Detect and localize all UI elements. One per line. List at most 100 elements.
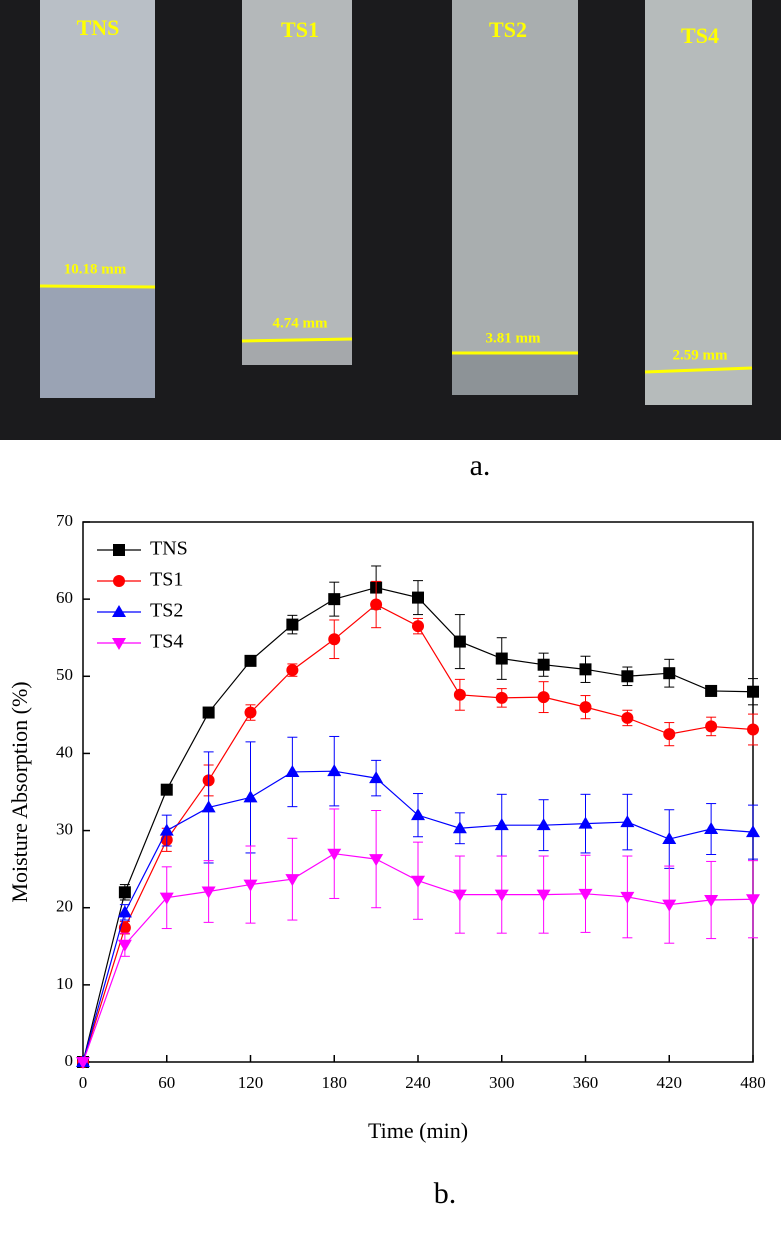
caption: b. [434,1177,457,1210]
marker [452,821,467,834]
marker [243,879,258,892]
marker [412,591,424,604]
marker [495,652,508,665]
x-tick-label: 360 [573,1073,599,1092]
y-tick-label: 30 [56,819,73,838]
marker [159,823,174,836]
marker [453,635,466,648]
y-tick-label: 60 [56,588,73,607]
x-tick-label: 120 [238,1073,264,1092]
marker [621,711,634,724]
marker [537,691,550,704]
marker [286,618,299,631]
marker [118,886,131,899]
marker [494,889,509,902]
marker [620,891,635,904]
marker [112,638,126,650]
marker [579,663,592,676]
marker [621,670,634,683]
sample-label: TS4 [681,23,719,48]
marker [369,854,384,867]
marker [243,790,258,803]
marker [328,593,341,606]
strip [452,0,578,395]
marker [579,701,592,714]
marker [369,771,384,784]
marker [76,1057,90,1069]
width-label: 3.81 mm [486,330,541,346]
strip [242,0,352,365]
marker [112,605,126,617]
marker [663,667,676,680]
x-tick-label: 180 [322,1073,348,1092]
marker [663,728,676,741]
legend-label: TS1 [150,569,183,591]
measure-line [39,284,156,289]
x-tick-label: 0 [79,1073,88,1092]
marker [620,815,635,828]
marker [370,598,383,611]
marker [662,832,677,845]
sample-label: TNS [77,15,120,40]
y-axis-title: Moisture Absorption (%) [7,681,32,902]
x-tick-label: 480 [740,1073,766,1092]
strip-wet [40,287,155,398]
x-tick-label: 60 [158,1073,175,1092]
marker [452,889,467,902]
marker [113,544,125,556]
marker [704,822,719,835]
marker [494,818,509,831]
marker [327,848,342,861]
x-axis-title: Time (min) [368,1118,468,1143]
y-tick-label: 70 [56,511,73,530]
marker [536,818,551,831]
y-tick-label: 10 [56,974,73,993]
marker [201,800,216,813]
marker [495,691,508,704]
legend-label: TS2 [150,600,183,622]
strip-wet [452,354,578,395]
x-tick-label: 300 [489,1073,515,1092]
marker [117,939,132,952]
marker [159,892,174,905]
marker [286,664,299,677]
x-tick-label: 420 [657,1073,683,1092]
marker [327,764,342,777]
marker [747,723,759,736]
marker [537,658,550,671]
marker [412,620,424,633]
marker [285,874,300,887]
photo: TNS TS1 TS2 TS4 10.18 mm 4.74 mm 3.81 mm… [0,0,781,440]
width-label: 10.18 mm [64,261,127,277]
marker [328,633,341,646]
y-tick-label: 50 [56,665,73,684]
marker [705,684,718,697]
marker [201,886,216,899]
marker [536,889,551,902]
strip-wet [242,340,352,365]
marker [411,875,425,888]
caption: a. [470,449,491,482]
marker [662,899,677,912]
marker [117,905,132,918]
x-tick-label: 240 [405,1073,431,1092]
marker [746,894,760,907]
measure-line [241,337,353,343]
marker [453,688,466,701]
marker [747,685,759,698]
marker [285,764,300,777]
legend-label: TNS [150,538,188,560]
y-tick-label: 40 [56,742,73,761]
marker [202,706,215,719]
marker [411,808,425,821]
width-label: 4.74 mm [273,315,328,331]
legend-label: TS4 [150,631,183,653]
y-tick-label: 20 [56,897,73,916]
width-label: 2.59 mm [673,347,728,363]
marker [746,825,760,838]
measure-line [644,366,753,374]
marker [705,720,718,733]
marker [704,895,719,907]
